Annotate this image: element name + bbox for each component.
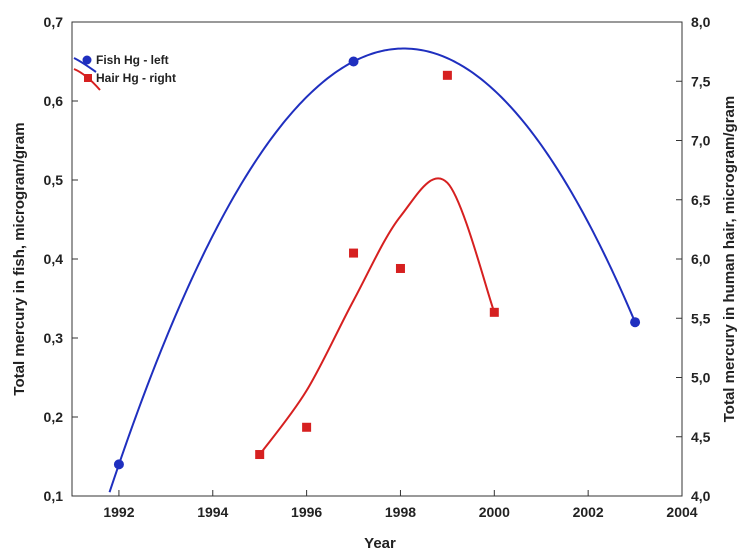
x-tick-label: 2004	[666, 504, 697, 520]
x-tick-label: 1994	[197, 504, 228, 520]
right-y-axis-ticks: 4,0 4,5 5,0 5,5 6,0 6,5 7,0 7,5 8,0	[676, 14, 711, 504]
left-y-axis-ticks: 0,1 0,2 0,3 0,4 0,5 0,6 0,7	[44, 14, 78, 504]
fish-data-point	[630, 317, 641, 328]
right-y-tick-label: 4,0	[691, 488, 711, 504]
right-y-tick-label: 7,5	[691, 73, 711, 89]
fish-data-point	[348, 56, 359, 67]
left-y-tick-label: 0,2	[44, 409, 64, 425]
left-y-tick-label: 0,7	[44, 14, 64, 30]
hair-data-point	[395, 263, 405, 273]
right-y-tick-label: 4,5	[691, 429, 711, 445]
legend-fish-line	[73, 57, 97, 73]
x-tick-label: 2000	[479, 504, 510, 520]
hair-data-point	[349, 248, 359, 258]
right-y-tick-label: 8,0	[691, 14, 711, 30]
legend-hair-label: Hair Hg - right	[96, 71, 176, 85]
hair-data-point	[442, 70, 452, 80]
left-y-tick-label: 0,3	[44, 330, 64, 346]
x-tick-label: 2002	[573, 504, 604, 520]
left-y-tick-label: 0,1	[44, 488, 64, 504]
legend-fish-label: Fish Hg - left	[96, 53, 169, 67]
fish-fit-curve	[108, 47, 637, 493]
right-y-axis-label: Total mercury in human hair, microgram/g…	[721, 96, 738, 422]
hair-data-point	[489, 307, 499, 317]
legend-hair-marker	[84, 74, 92, 82]
hair-data-point	[302, 422, 312, 432]
right-y-tick-label: 5,0	[691, 370, 711, 386]
legend-entry-hair: Hair Hg - right	[73, 68, 176, 91]
left-y-tick-label: 0,5	[44, 172, 64, 188]
right-y-tick-label: 6,5	[691, 192, 711, 208]
x-tick-label: 1996	[291, 504, 322, 520]
left-y-axis-label: Total mercury in fish, microgram/gram	[11, 122, 28, 395]
plot-frame	[71, 21, 683, 497]
left-y-tick-label: 0,6	[44, 93, 64, 109]
series-layer	[108, 47, 641, 493]
legend-fish-marker	[82, 55, 92, 65]
legend-entry-fish: Fish Hg - left	[73, 53, 169, 73]
x-axis-label: Year	[364, 535, 396, 552]
hair-data-point	[255, 450, 265, 460]
right-y-tick-label: 7,0	[691, 133, 711, 149]
x-tick-label: 1998	[385, 504, 416, 520]
fish-data-point	[113, 459, 124, 470]
right-y-tick-label: 6,0	[691, 251, 711, 267]
left-y-tick-label: 0,4	[44, 251, 64, 267]
x-axis-ticks: 1992 1994 1996 1998 2000 2002 2004	[103, 490, 698, 520]
legend: Fish Hg - left Hair Hg - right	[73, 53, 176, 91]
hair-fit-curve	[258, 177, 496, 456]
x-tick-label: 1992	[103, 504, 134, 520]
right-y-tick-label: 5,5	[691, 310, 711, 326]
